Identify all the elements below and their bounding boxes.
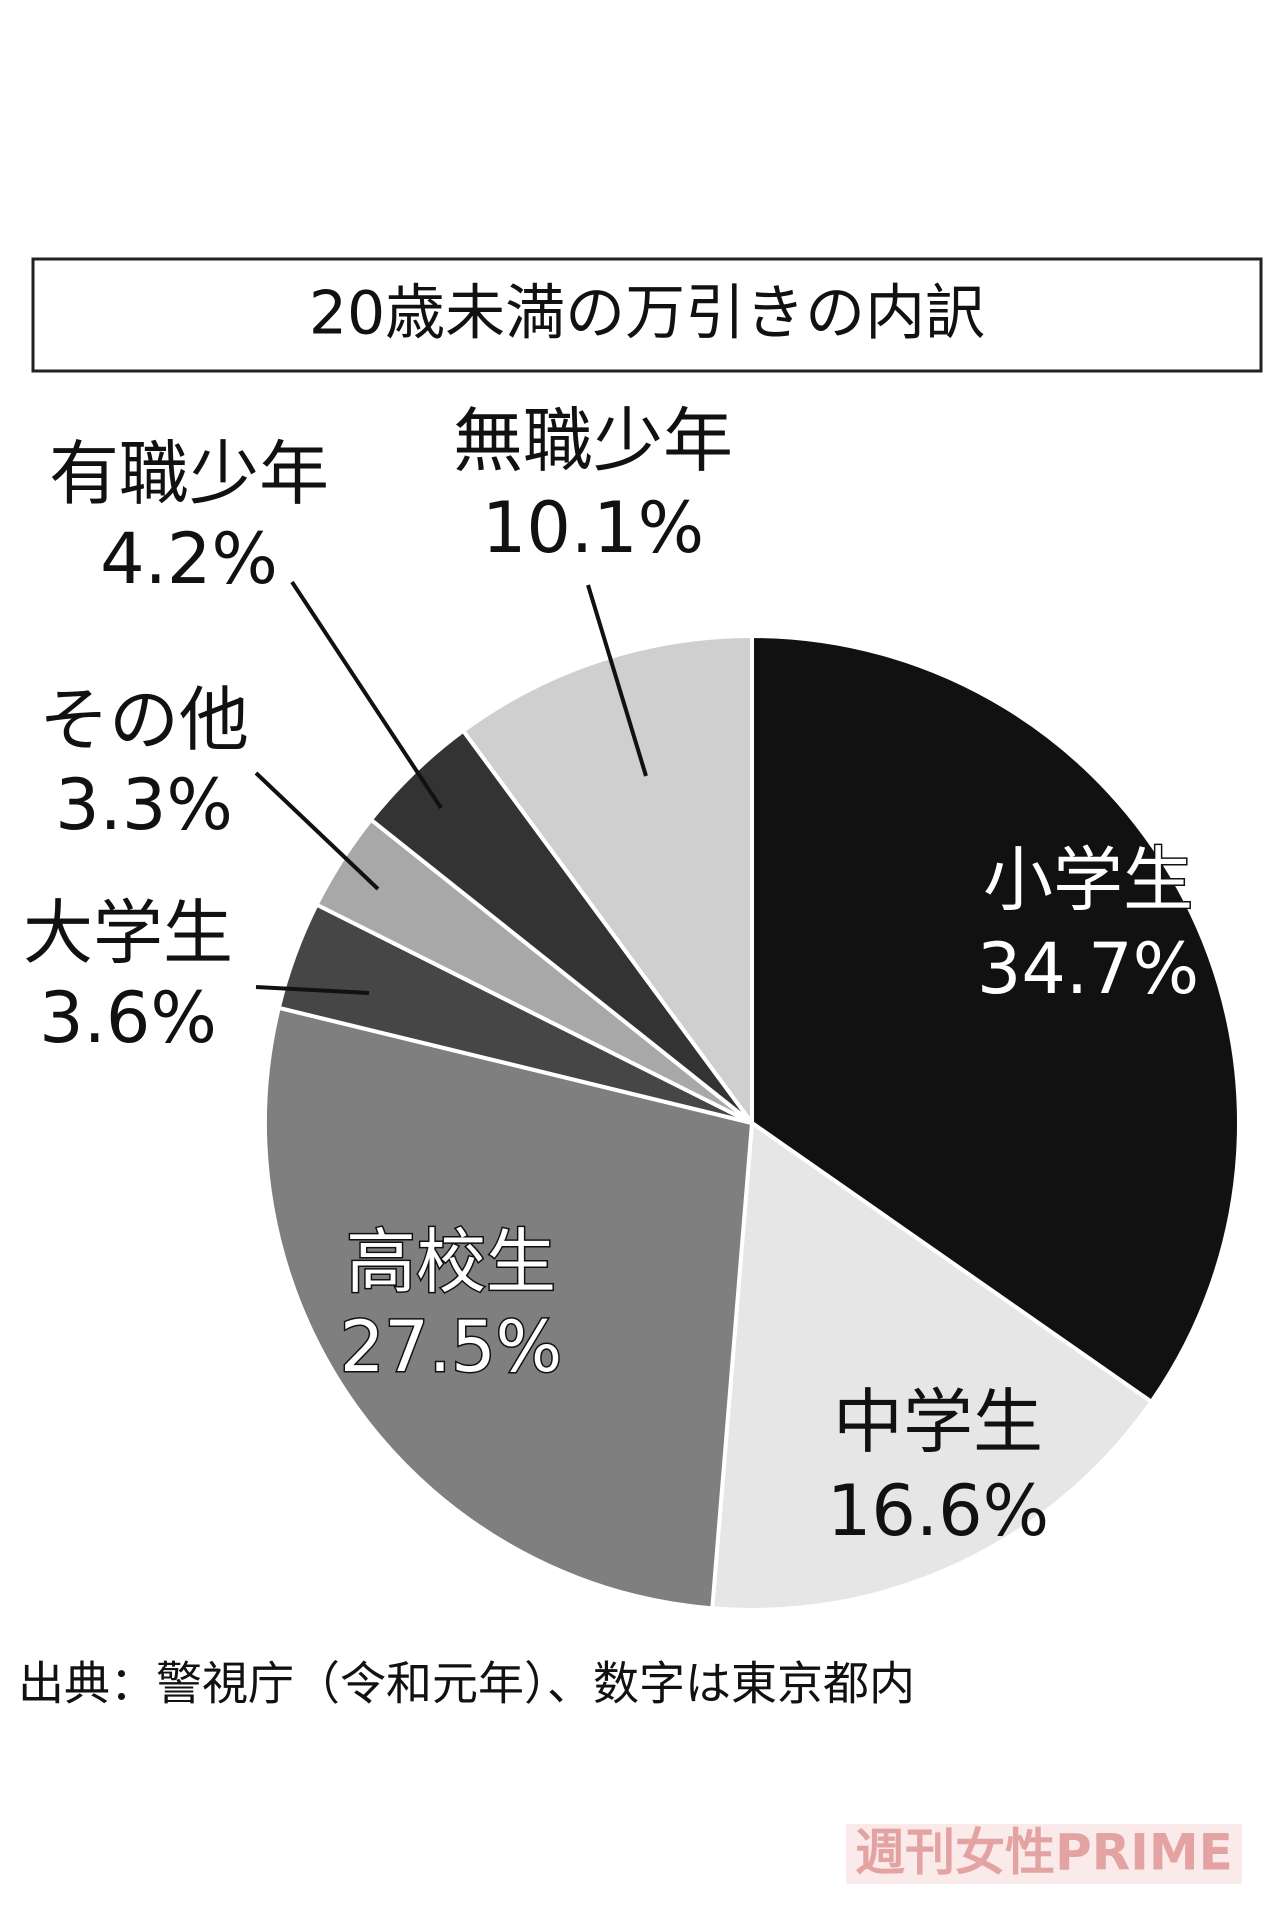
category-label: 大学生: [23, 892, 233, 974]
category-label: 中学生: [833, 1381, 1043, 1463]
category-label: 無職少年: [453, 400, 733, 482]
watermark-box: [846, 1824, 1242, 1884]
pie: [263, 633, 1241, 1612]
pie-slice: [460, 633, 754, 1130]
value-label: 4.2%: [100, 518, 278, 600]
source-note: 出典：警視庁（令和元年）、数字は東京都内: [18, 1657, 915, 1711]
leader-line: [290, 580, 443, 810]
title-box: [31, 257, 1263, 373]
leader-line: [254, 771, 380, 891]
pie-slice: [750, 633, 1241, 1405]
value-label: 34.7%: [977, 928, 1199, 1010]
category-label: 高校生: [346, 1221, 556, 1303]
leader-line: [255, 985, 370, 995]
chart-title: 20歳未満の万引きの内訳: [309, 279, 985, 349]
value-label: 10.1%: [482, 487, 704, 569]
category-label: 有職少年: [49, 433, 329, 515]
category-label: 小学生: [983, 839, 1193, 921]
value-label: 3.3%: [55, 764, 233, 846]
value-label: 16.6%: [827, 1470, 1049, 1552]
value-label: 3.6%: [39, 977, 217, 1059]
pie-slice: [710, 1119, 1155, 1612]
watermark: 週刊女性PRIME: [855, 1824, 1233, 1882]
leader-line: [586, 584, 648, 777]
category-label: その他: [39, 679, 249, 761]
pie-slice: [263, 1005, 755, 1611]
value-label: 27.5%: [340, 1306, 562, 1388]
